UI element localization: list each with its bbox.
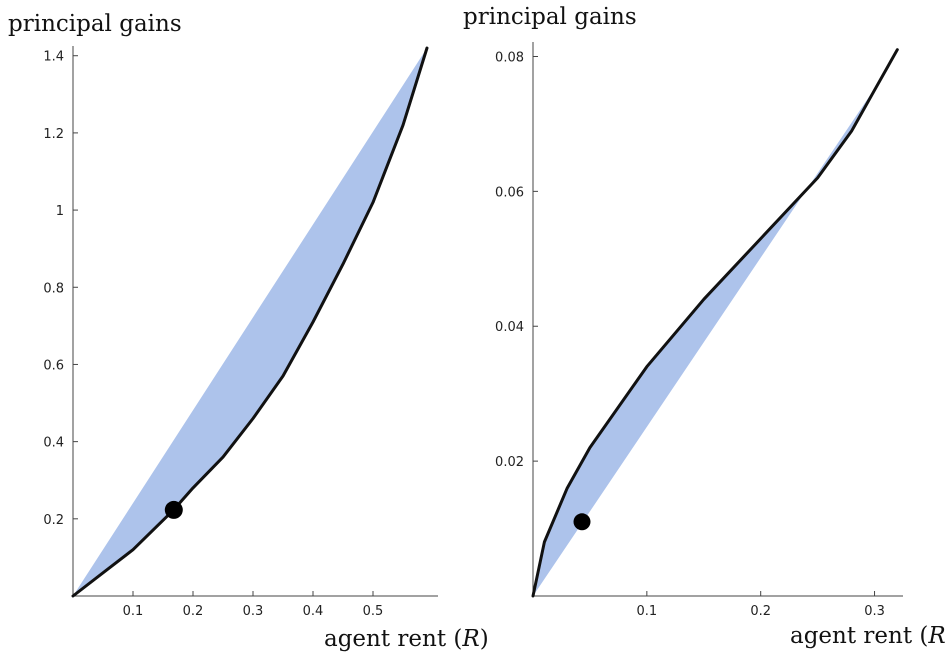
chart-right-x-tick-label: 0.2	[750, 604, 771, 619]
chart-left-x-tick-label: 0.3	[243, 604, 264, 619]
chart-right-x-tick-label: 0.1	[637, 604, 658, 619]
chart-right-y-ticks: 0.02 0.04 0.06 0.08	[495, 50, 538, 470]
chart-right-xlabel-text: agent rent	[790, 623, 913, 649]
chart-left-frontier-curve	[71, 46, 429, 598]
chart-right-frontier-curve	[531, 48, 899, 598]
chart-left-y-tick-label: 1.2	[43, 127, 64, 142]
chart-right-y-tick-label: 0.06	[495, 185, 524, 200]
chart-left-y-tick-label: 1.4	[43, 50, 64, 65]
chart-left-y-tick-label: 0.6	[43, 358, 64, 373]
chart-left-ylabel: principal gains	[8, 11, 182, 37]
chart-right-xlabel-close-paren: )	[946, 623, 947, 649]
chart-right-xlabel-variable: R	[927, 623, 945, 649]
chart-right-y-tick-label: 0.02	[495, 455, 524, 470]
chart-right-ylabel: principal gains	[463, 4, 637, 30]
chart-left-y-ticks: 0.2 0.4 0.6 0.8 1 1.2 1.4	[43, 50, 78, 528]
chart-left-feasible-region	[73, 48, 427, 596]
chart-left-xlabel: agent rent (R)	[324, 626, 489, 652]
chart-right: principal gains 0.020.040.060.08 0.1 0.2 0…	[463, 4, 947, 649]
chart-right-marker-point	[573, 513, 591, 531]
chart-left-x-tick-label: 0.1	[123, 604, 144, 619]
chart-left-y-tick-label: 0.8	[43, 281, 64, 296]
chart-left-x-ticks: 0.1 0.2 0.3 0.4 0.5	[123, 591, 384, 619]
chart-left-x-tick-label: 0.4	[303, 604, 324, 619]
chart-left: principal gains 0.20.40.60.811.21.4 0.1 0…	[8, 11, 489, 652]
chart-right-y-tick-label: 0.08	[495, 50, 524, 65]
chart-left-y-tick-label: 0.2	[43, 513, 64, 528]
chart-left-x-tick-label: 0.5	[363, 604, 384, 619]
chart-right-xlabel: agent rent (R)	[790, 623, 947, 649]
chart-left-x-tick-label: 0.2	[183, 604, 204, 619]
chart-right-xlabel-open-paren: (	[912, 623, 928, 649]
chart-right-x-ticks: 0.1 0.2 0.3	[637, 591, 885, 619]
chart-right-y-tick-label: 0.04	[495, 320, 524, 335]
chart-left-marker-point	[164, 500, 183, 519]
chart-left-xlabel-open-paren: (	[446, 626, 462, 652]
chart-left-xlabel-text: agent rent	[324, 626, 447, 652]
chart-right-x-tick-label: 0.3	[864, 604, 885, 619]
chart-left-xlabel-variable: R	[461, 626, 479, 652]
chart-left-y-tick-label: 1	[56, 204, 64, 219]
chart-left-y-tick-label: 0.4	[43, 436, 64, 451]
chart-left-xlabel-close-paren: )	[480, 626, 489, 652]
